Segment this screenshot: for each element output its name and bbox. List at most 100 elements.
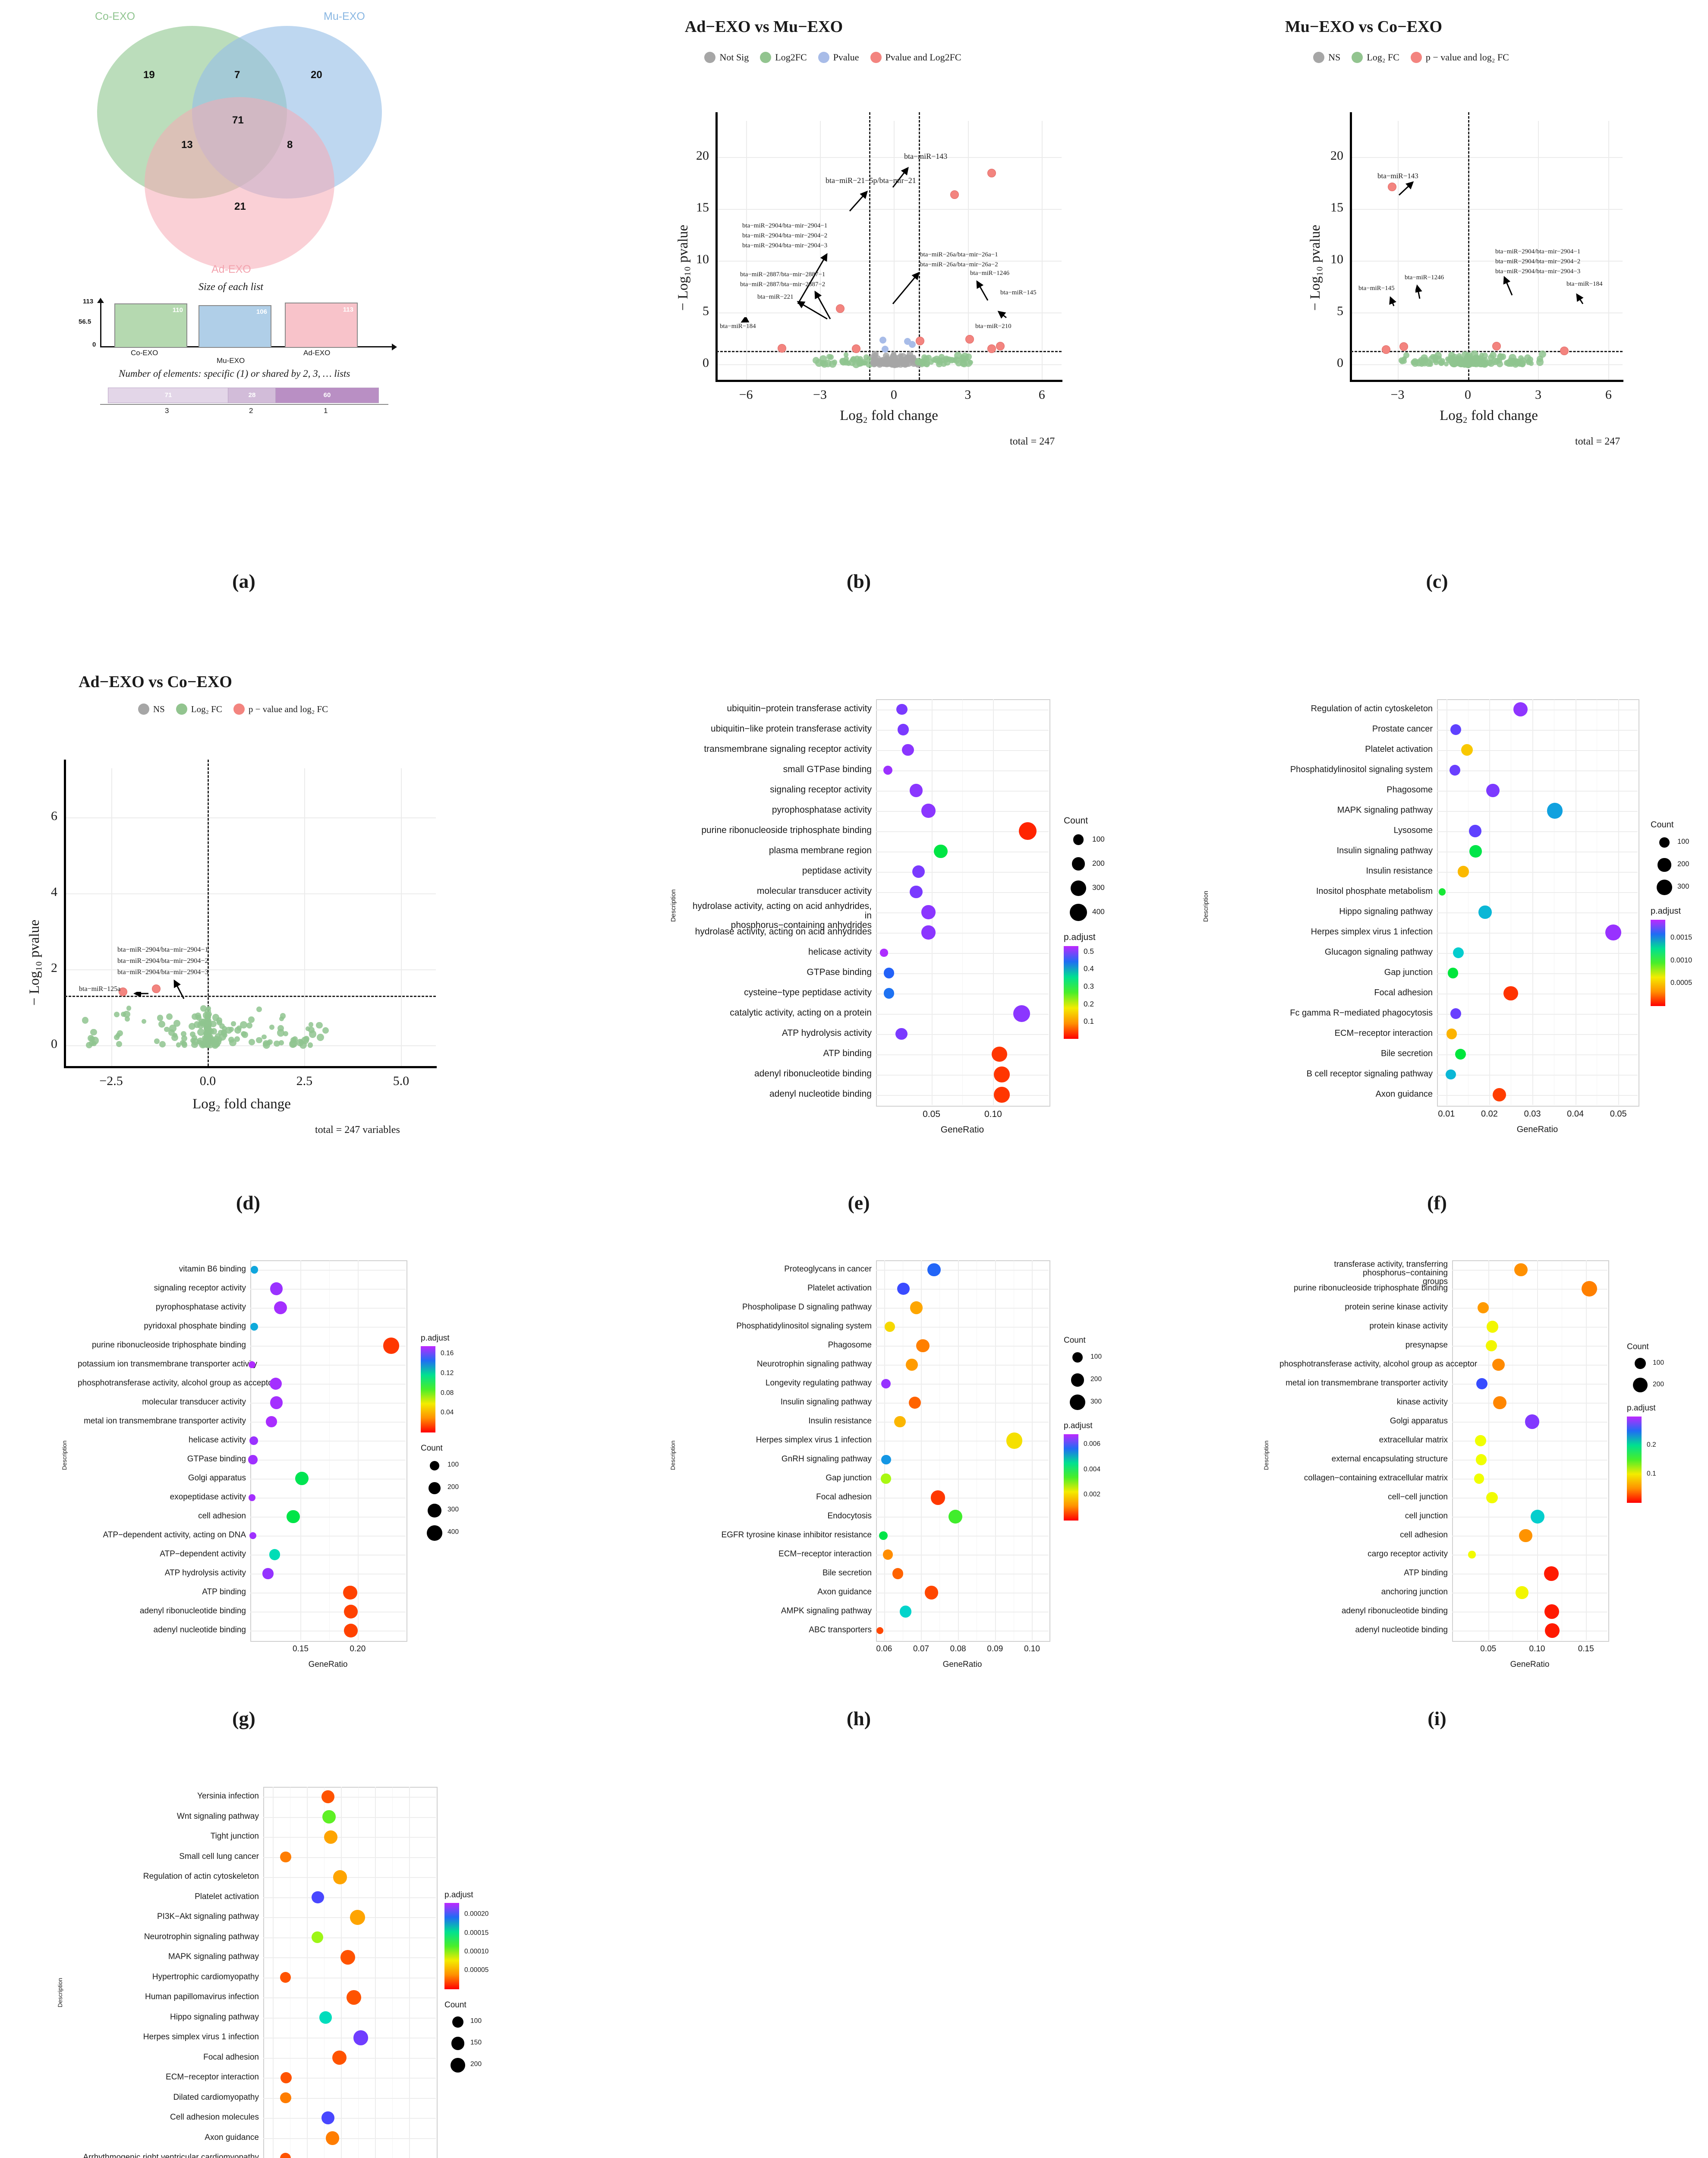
panel-j-dotplot: Yersinia infection Wnt signaling pathway T…: [4, 1761, 514, 2158]
scatter-point: [844, 356, 849, 361]
gridline-row: [1452, 1479, 1607, 1480]
gridline-row: [1437, 1054, 1638, 1055]
gridline-major: [1586, 1260, 1587, 1640]
scatter-point: [914, 358, 923, 366]
y-tick-label: 4: [51, 885, 57, 899]
legend-label-pv-log2fc: p − value and log₂ FC: [248, 704, 328, 714]
gridline-major: [375, 1787, 376, 2158]
y-tick-label: 6: [51, 809, 57, 823]
legend-size-label: 200: [447, 1483, 459, 1491]
scatter-point: [906, 357, 912, 363]
scatter-point: [211, 1038, 219, 1046]
scatter-point: [857, 356, 863, 362]
data-point: [916, 1339, 930, 1353]
bar-mu-exo: [199, 305, 271, 348]
gridline-row: [1437, 932, 1638, 934]
plot-frame: [876, 699, 1050, 1107]
legend-title-padjust: p.adjust: [1627, 1404, 1656, 1413]
annotation-label: bta−miR−2904/bta−mir−2904−2: [742, 232, 828, 239]
venn-count-mu-only: 20: [311, 69, 322, 81]
scatter-point: [960, 360, 967, 367]
category-label: kinase activity: [1396, 1398, 1448, 1407]
category-label: Longevity regulating pathway: [765, 1379, 872, 1388]
scatter-point: [181, 1042, 187, 1048]
scatter-point: [850, 357, 856, 363]
gridline-vertical: [401, 768, 402, 1066]
data-point: [1018, 822, 1037, 840]
gridline-row: [263, 2138, 436, 2139]
gridline-horizontal: [65, 969, 436, 970]
category-label: Gap junction: [1384, 968, 1433, 978]
data-point: [994, 1087, 1010, 1103]
x-tick-label: 6: [1605, 388, 1612, 402]
gridline-vertical: [820, 121, 821, 380]
legend-size-label: 200: [1090, 1375, 1102, 1383]
legend-dot-ns: [1313, 52, 1325, 63]
category-label: Focal adhesion: [1374, 988, 1433, 998]
x-axis-title: GeneRatio: [308, 1660, 348, 1669]
gridline-major: [341, 1787, 342, 2158]
y-axis-title: Description: [1263, 1440, 1270, 1470]
scatter-point: [246, 1022, 253, 1029]
scatter-point-significant: [1399, 342, 1409, 351]
category-label: PI3K−Akt signaling pathway: [157, 1912, 259, 1921]
category-label: Phospholipase D signaling pathway: [742, 1303, 872, 1312]
gridline-major: [1032, 1260, 1033, 1640]
gridline-major: [409, 1787, 410, 2158]
gridline-row: [1452, 1346, 1607, 1347]
share-tick-3: 3: [165, 407, 169, 415]
category-label: GnRH signaling pathway: [781, 1454, 872, 1464]
gridline-horizontal: [65, 893, 436, 895]
data-point: [1493, 1396, 1506, 1410]
x-axis-title: GeneRatio: [1510, 1660, 1550, 1669]
data-point: [934, 844, 948, 858]
panel-c-xlabel: Log₂ fold change: [1440, 408, 1538, 423]
annotation-label: bta−miR−221: [757, 293, 794, 300]
scatter-point-significant: [1382, 345, 1391, 354]
annotation-label: bta−miR−2904/bta−mir−2904−1: [117, 946, 208, 953]
gridline-major: [958, 1260, 959, 1640]
data-point: [383, 1338, 400, 1354]
annotation-arrow: [1389, 296, 1396, 306]
scatter-point: [1446, 357, 1451, 363]
share-tick-2: 2: [249, 407, 253, 415]
category-label: Human papillomavirus infection: [145, 1992, 259, 2002]
category-label: Phosphatidylinositol signaling system: [736, 1322, 872, 1331]
x-tick-label: 0.01: [1438, 1109, 1455, 1119]
gridline-horizontal: [1351, 157, 1623, 158]
panel-g-dotplot: vitamin B6 binding signaling receptor act…: [4, 1252, 514, 1696]
category-label: ECM−receptor interaction: [778, 1549, 872, 1559]
share-tick-1: 1: [324, 407, 328, 415]
scatter-point-significant: [916, 336, 925, 345]
category-label: anchoring junction: [1381, 1587, 1448, 1597]
bar-ytick-565: 56.5: [79, 318, 91, 325]
y-axis-title: Description: [61, 1440, 68, 1470]
threshold-line-vertical: [1468, 112, 1469, 380]
scatter-point: [279, 1016, 284, 1022]
scatter-point: [190, 1038, 195, 1043]
data-point: [881, 1473, 891, 1484]
data-point: [921, 905, 936, 919]
scatter-point: [860, 360, 866, 366]
data-point: [249, 1532, 256, 1540]
data-point: [343, 1585, 357, 1600]
colorbar-tick-label: 0.16: [441, 1350, 454, 1357]
scatter-point: [1472, 361, 1478, 367]
legend-size-dot: [427, 1525, 442, 1541]
x-axis-line: [1350, 380, 1623, 382]
x-tick-label: 0.06: [876, 1644, 892, 1653]
data-point: [883, 765, 892, 775]
gridline-horizontal: [716, 209, 1062, 210]
panel-label-a: (a): [232, 570, 255, 592]
gridline-vertical: [1538, 121, 1539, 380]
x-tick-label: 0.02: [1481, 1109, 1498, 1119]
category-label: Wnt signaling pathway: [176, 1811, 259, 1821]
data-point: [1530, 1509, 1545, 1524]
size-of-each-list-title: Size of each list: [199, 281, 263, 293]
category-label: Bile secretion: [1380, 1049, 1433, 1059]
category-label: adenyl ribonucleotide binding: [139, 1606, 246, 1616]
category-label: Regulation of actin cytoskeleton: [1311, 704, 1433, 714]
category-label: Regulation of actin cytoskeleton: [143, 1872, 259, 1881]
category-label: Tight junction: [210, 1832, 259, 1841]
category-label: Insulin resistance: [1366, 866, 1433, 876]
